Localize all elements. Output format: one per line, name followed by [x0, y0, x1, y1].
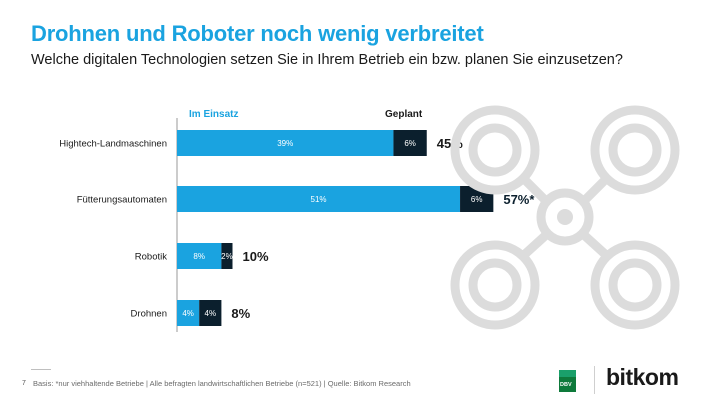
dbv-logo: DBV [559, 370, 576, 392]
legend-in-use: Im Einsatz [189, 109, 238, 120]
bar-in-use-label: 39% [277, 139, 293, 148]
bar-in-use-label: 4% [182, 309, 194, 318]
bar-in-use [177, 130, 394, 156]
bar-in-use [177, 243, 222, 269]
bar-planned-label: 2% [221, 252, 233, 261]
category-label: Robotik [135, 252, 167, 263]
dbv-logo-text: DBV [560, 382, 572, 388]
drone-icon [450, 105, 680, 330]
bar-in-use-label: 8% [193, 252, 205, 261]
category-label: Hightech-Landmaschinen [59, 139, 167, 150]
page-title: Drohnen und Roboter noch wenig verbreite… [31, 21, 484, 46]
bar-planned [393, 130, 427, 156]
bar-in-use-label: 51% [311, 195, 327, 204]
bitkom-logo: bitkom [606, 364, 679, 390]
category-label: Fütterungsautomaten [77, 195, 167, 206]
legend-planned: Geplant [385, 109, 423, 120]
bar-planned-label: 6% [471, 195, 483, 204]
category-label: Drohnen [131, 309, 167, 320]
bar-total-label: 8% [231, 306, 250, 321]
bar-planned [199, 300, 222, 326]
bar-planned-label: 4% [205, 309, 217, 318]
bar-planned-label: 6% [404, 139, 416, 148]
bar-in-use [177, 186, 461, 212]
bar-planned [221, 243, 233, 269]
bar-total-label: 10% [243, 249, 269, 264]
footnote: Basis: *nur viehhaltende Betriebe | Alle… [33, 379, 411, 388]
page-number: 7 [22, 380, 26, 387]
logo-separator [594, 366, 595, 394]
footer-rule [31, 369, 51, 370]
page-subtitle: Welche digitalen Technologien setzen Sie… [31, 52, 623, 68]
bar-in-use [177, 300, 200, 326]
bar-total-label: 57%* [503, 192, 535, 207]
